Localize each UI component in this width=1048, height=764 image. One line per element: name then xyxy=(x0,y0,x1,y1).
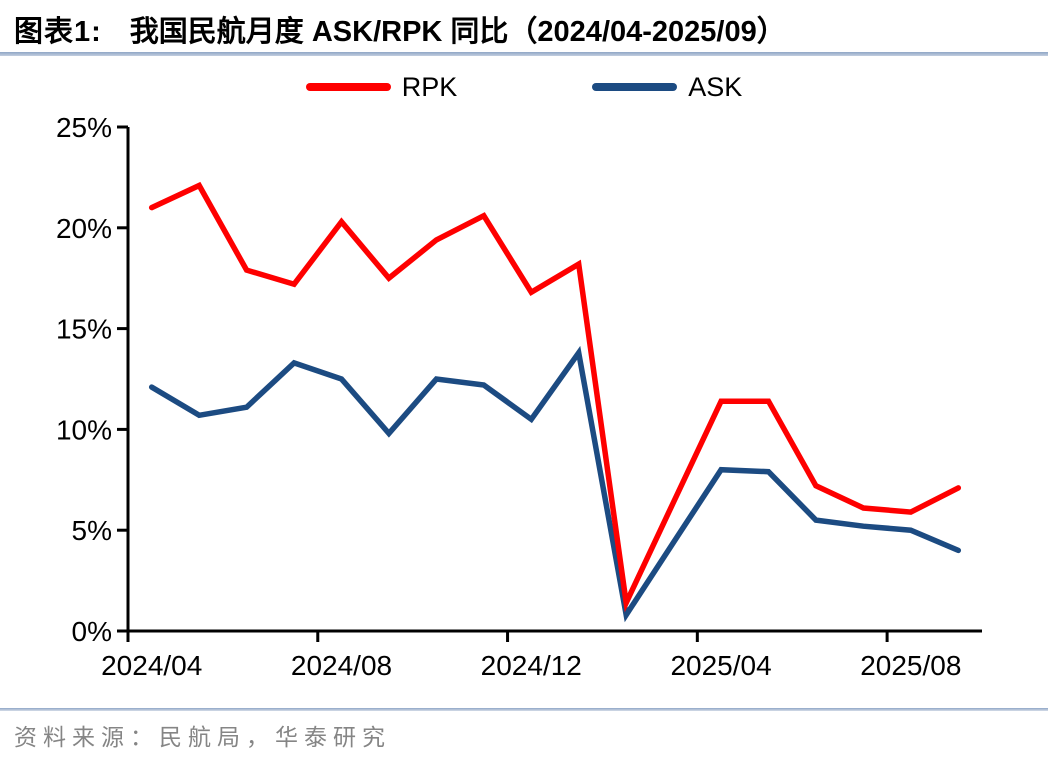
x-tick-label: 2024/08 xyxy=(291,650,392,681)
y-tick-label: 0% xyxy=(72,616,112,647)
ask-legend-label: ASK xyxy=(688,71,743,102)
legend-item-rpk: RPK xyxy=(305,71,458,103)
x-tick-label: 2024/12 xyxy=(481,650,582,681)
y-tick-label: 15% xyxy=(56,314,112,345)
line-chart-svg: 0% 5% 10% 15% 20% 25% 2024/04 2024/08 2024/12 202… xyxy=(56,112,982,681)
figure-label: 图表1: xyxy=(14,16,102,48)
ask-line xyxy=(148,345,962,623)
legend-item-ask: ASK xyxy=(592,72,742,103)
rpk-line-swatch xyxy=(305,83,391,91)
figure-title: 图表1: 我国民航月度 ASK/RPK 同比（2024/04-2025/09） xyxy=(14,8,1034,50)
y-tick-label: 10% xyxy=(56,414,112,445)
chart-legend: RPK ASK xyxy=(0,72,1048,102)
x-tick-label: 2025/08 xyxy=(860,650,961,681)
y-tick-label: 5% xyxy=(72,515,112,546)
ask-line-swatch xyxy=(592,83,678,91)
y-tick-label: 25% xyxy=(56,112,112,143)
x-tick-label: 2025/04 xyxy=(670,650,771,681)
y-tick-label: 20% xyxy=(56,213,112,244)
source-note: 资料来源：民航局，华泰研究 xyxy=(14,725,391,750)
line-chart: 0% 5% 10% 15% 20% 25% 2024/04 2024/08 2024/12 202… xyxy=(0,105,1048,705)
rpk-line xyxy=(148,181,962,613)
figure-title-text: 我国民航月度 ASK/RPK 同比（2024/04-2025/09） xyxy=(129,16,786,48)
title-divider xyxy=(0,52,1048,56)
footer-divider xyxy=(0,708,1048,711)
rpk-legend-label: RPK xyxy=(401,71,458,102)
axes xyxy=(126,127,982,633)
x-tick-label: 2024/04 xyxy=(101,650,202,681)
